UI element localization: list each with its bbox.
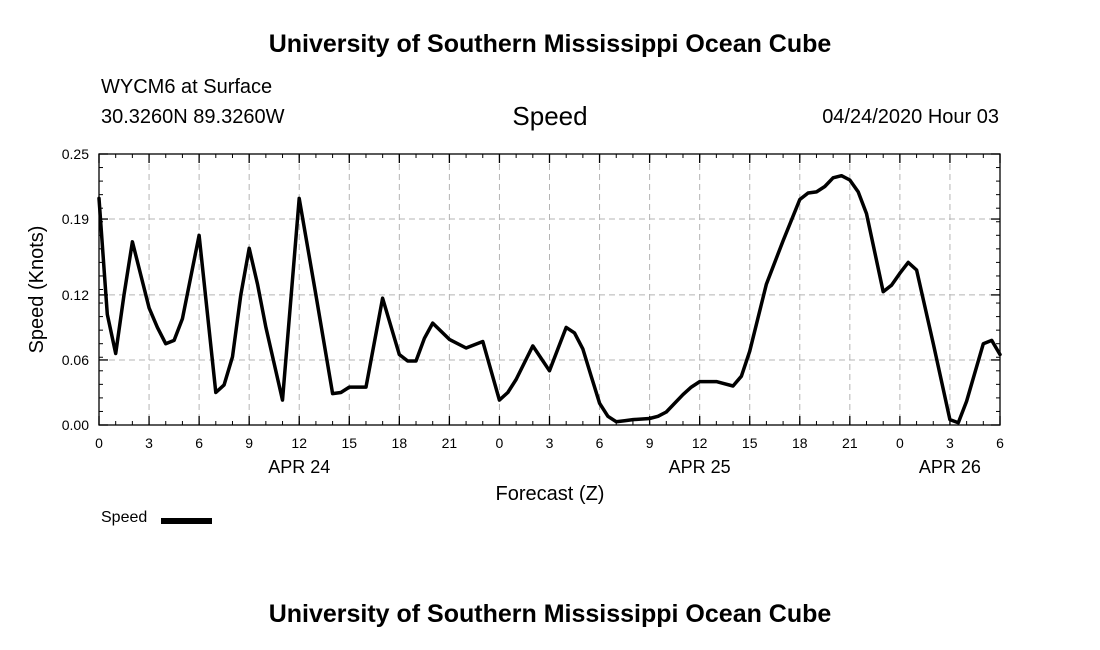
y-tick-label: 0.12 <box>62 287 89 303</box>
x-tick-label: 15 <box>341 435 357 451</box>
x-tick-label: 6 <box>996 435 1004 451</box>
x-tick-label: 9 <box>245 435 253 451</box>
x-tick-label: 21 <box>442 435 458 451</box>
location-label: 30.3260N 89.3260W <box>101 106 285 128</box>
legend-line-swatch <box>161 518 212 524</box>
x-tick-label: 12 <box>692 435 708 451</box>
x-tick-label: 12 <box>291 435 307 451</box>
x-tick-label: 3 <box>145 435 153 451</box>
x-tick-label: 6 <box>195 435 203 451</box>
x-tick-label: 18 <box>392 435 408 451</box>
plot-frame <box>98 153 1001 426</box>
y-tick-label: 0.00 <box>62 417 89 433</box>
x-tick-label: 3 <box>546 435 554 451</box>
legend-label: Speed <box>101 509 148 526</box>
date-label: APR 26 <box>919 457 981 477</box>
y-axis-title: Speed (Knots) <box>26 226 48 354</box>
x-tick-label: 21 <box>842 435 858 451</box>
datetime-label: 04/24/2020 Hour 03 <box>822 106 999 128</box>
x-tick-label: 0 <box>95 435 103 451</box>
y-tick-label: 0.25 <box>62 146 89 162</box>
bottom-title: University of Southern Mississippi Ocean… <box>268 600 832 628</box>
y-tick-label: 0.19 <box>62 211 89 227</box>
date-label: APR 24 <box>268 457 330 477</box>
x-tick-label: 6 <box>596 435 604 451</box>
series-line-speed <box>97 173 1002 425</box>
x-tick-label: 3 <box>946 435 954 451</box>
variable-title: Speed <box>512 101 588 131</box>
top-title: University of Southern Mississippi Ocean… <box>268 30 832 58</box>
x-tick-label: 18 <box>792 435 808 451</box>
station-label: WYCM6 at Surface <box>101 76 273 98</box>
x-tick-label: 0 <box>896 435 904 451</box>
x-tick-label: 0 <box>496 435 504 451</box>
x-tick-label: 15 <box>742 435 758 451</box>
x-tick-label: 9 <box>646 435 654 451</box>
date-label: APR 25 <box>669 457 731 477</box>
x-axis-title: Forecast (Z) <box>496 483 605 505</box>
y-tick-label: 0.06 <box>62 352 89 368</box>
